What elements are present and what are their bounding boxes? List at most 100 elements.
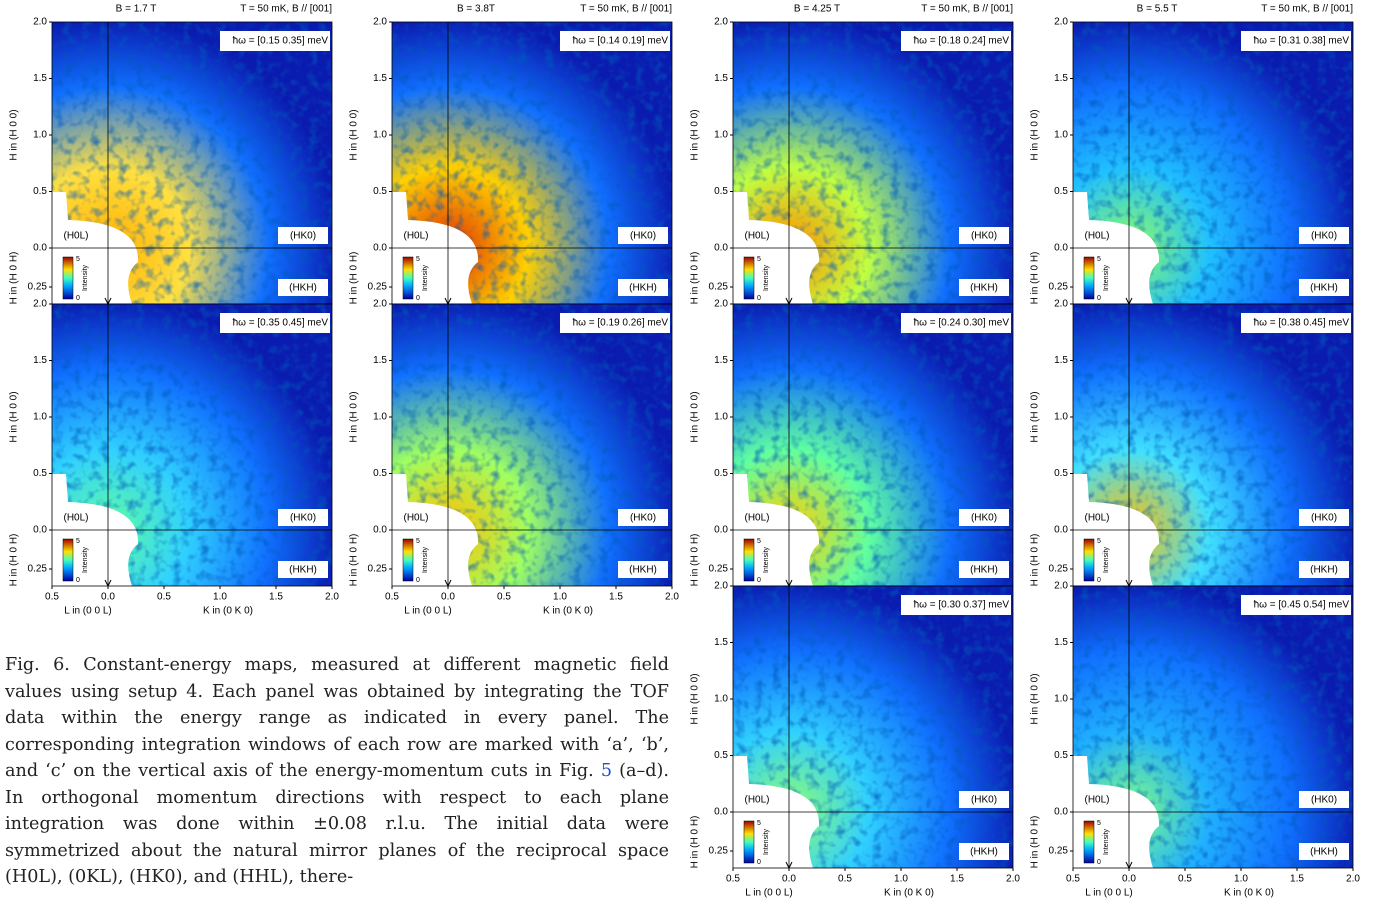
x-tick-label: 1.5 xyxy=(269,592,283,603)
colorbar-min: 0 xyxy=(76,295,80,302)
colorbar-min: 0 xyxy=(757,859,761,866)
plane-label: (H0L) xyxy=(63,231,88,242)
colorbar-max: 5 xyxy=(757,820,761,827)
caption-text: (a–d). In orthogonal momentum directions… xyxy=(5,761,669,887)
colorbar-max: 5 xyxy=(76,538,80,545)
colorbar xyxy=(1083,256,1095,300)
x-axis-label: L in (0 0 L) xyxy=(64,606,111,617)
y-axis-label: H in (H 0 0) xyxy=(1030,391,1041,442)
y-tick-label: 1.5 xyxy=(373,73,387,84)
y-tick-label: 2.0 xyxy=(1054,299,1068,310)
y-tick-label: 0.5 xyxy=(714,186,728,197)
colorbar-label: Intensity xyxy=(422,546,429,573)
y-axis-label: H in (H 0 0) xyxy=(690,109,701,160)
label-box xyxy=(739,791,775,808)
y-tick-label: 2.0 xyxy=(33,299,47,310)
colorbar-max: 5 xyxy=(1097,820,1101,827)
colorbar xyxy=(62,256,74,300)
y-axis-label: H in (H 0 0) xyxy=(349,391,360,442)
colorbar xyxy=(402,256,414,300)
y-tick-label: 0.25 xyxy=(1049,282,1069,293)
energy-label: ħω = [0.15 0.35] meV xyxy=(233,36,329,47)
colorbar-label: Intensity xyxy=(763,546,770,573)
x-tick-label: 0.5 xyxy=(1066,874,1080,885)
y-tick-label: 0.0 xyxy=(714,525,728,536)
y-tick-label: 0.25 xyxy=(709,564,729,575)
x-tick-label: 2.0 xyxy=(1006,874,1020,885)
colorbar-min: 0 xyxy=(757,577,761,584)
label-box xyxy=(398,509,434,526)
label-box xyxy=(1299,509,1349,526)
label-box xyxy=(901,31,1011,51)
plane-label: (H0L) xyxy=(63,513,88,524)
y-tick-label: 0.0 xyxy=(1054,243,1068,254)
conditions-label: T = 50 mK, B // [001] xyxy=(240,4,332,15)
energy-label: ħω = [0.38 0.45] meV xyxy=(1254,318,1350,329)
plane-label: (HKH) xyxy=(629,565,657,576)
x-axis-label: K in (0 K 0) xyxy=(543,606,593,617)
label-box xyxy=(1241,313,1351,333)
y-tick-label: 1.5 xyxy=(714,637,728,648)
field-label: B = 4.25 T xyxy=(794,4,840,15)
energy-label: ħω = [0.24 0.30] meV xyxy=(914,318,1010,329)
y-tick-label: 0.5 xyxy=(373,468,387,479)
y-tick-label: 1.0 xyxy=(1054,130,1068,141)
label-box xyxy=(959,509,1009,526)
label-box xyxy=(560,31,670,51)
x-tick-label: 0.5 xyxy=(497,592,511,603)
y-tick-label: 1.0 xyxy=(33,130,47,141)
colorbar-min: 0 xyxy=(416,577,420,584)
y-tick-label: 0.5 xyxy=(33,468,47,479)
y-axis-label: H in (H 0 0) xyxy=(690,673,701,724)
label-box xyxy=(1241,595,1351,615)
x-tick-label: 2.0 xyxy=(325,592,339,603)
plane-label: (HKH) xyxy=(970,847,998,858)
plane-label: (H0L) xyxy=(1084,231,1109,242)
y-axis-label: H in (H 0 H) xyxy=(690,816,701,869)
label-box xyxy=(220,313,330,333)
plane-label: (HK0) xyxy=(971,795,997,806)
y-tick-label: 1.5 xyxy=(1054,637,1068,648)
x-tick-label: 0.5 xyxy=(726,874,740,885)
plane-label: (HK0) xyxy=(971,513,997,524)
y-tick-label: 0.5 xyxy=(1054,750,1068,761)
colorbar-label: Intensity xyxy=(82,264,89,291)
y-tick-label: 0.0 xyxy=(1054,807,1068,818)
figure-link[interactable]: 5 xyxy=(600,761,613,781)
label-box xyxy=(278,279,328,296)
y-tick-label: 2.0 xyxy=(373,299,387,310)
plane-label: (H0L) xyxy=(1084,513,1109,524)
colorbar-max: 5 xyxy=(757,256,761,263)
y-axis-label: H in (H 0 H) xyxy=(349,252,360,305)
colorbar-max: 5 xyxy=(757,538,761,545)
plane-label: (HKH) xyxy=(1310,565,1338,576)
label-box xyxy=(1299,561,1349,578)
x-tick-label: 0.5 xyxy=(1178,874,1192,885)
label-box xyxy=(959,843,1009,860)
plane-label: (HK0) xyxy=(290,231,316,242)
x-tick-label: 0.0 xyxy=(441,592,455,603)
label-box xyxy=(58,227,94,244)
y-tick-label: 1.0 xyxy=(714,130,728,141)
y-tick-label: 0.25 xyxy=(28,564,48,575)
y-tick-label: 0.5 xyxy=(1054,186,1068,197)
y-tick-label: 0.5 xyxy=(714,750,728,761)
colorbar-min: 0 xyxy=(1097,859,1101,866)
colorbar-label: Intensity xyxy=(1103,264,1110,291)
heatmap xyxy=(733,586,1013,868)
label-box xyxy=(560,313,670,333)
plane-label: (H0L) xyxy=(744,513,769,524)
frame xyxy=(732,585,1014,869)
x-tick-label: 0.0 xyxy=(101,592,115,603)
heatmap xyxy=(392,304,672,586)
plane-label: (H0L) xyxy=(744,795,769,806)
plane-label: (H0L) xyxy=(744,231,769,242)
y-tick-label: 2.0 xyxy=(714,299,728,310)
figure-caption: Fig. 6. Constant-energy maps, measured a… xyxy=(5,652,669,891)
field-label: B = 3.8T xyxy=(457,4,495,15)
label-box xyxy=(618,279,668,296)
caption-text: Fig. 6. Constant-energy maps, measured a… xyxy=(5,655,669,781)
energy-label: ħω = [0.30 0.37] meV xyxy=(914,600,1010,611)
label-box xyxy=(1079,227,1115,244)
